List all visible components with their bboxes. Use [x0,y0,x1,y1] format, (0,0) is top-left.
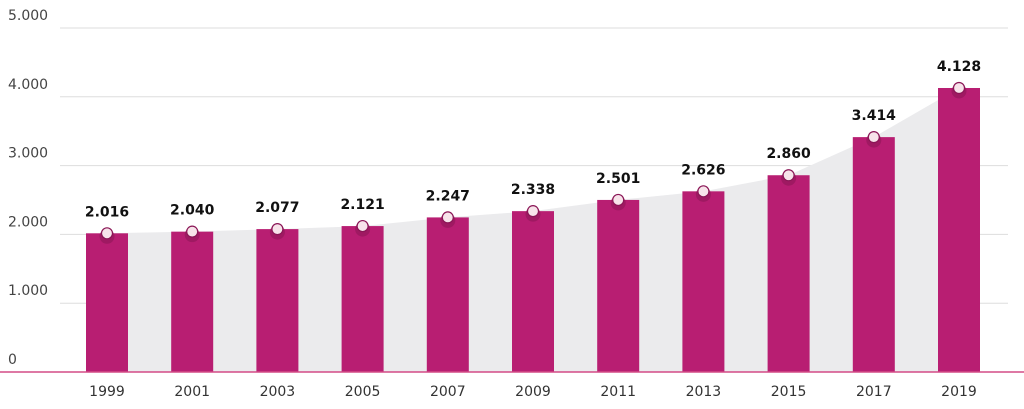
bar [256,229,299,372]
data-label: 2.077 [255,200,299,216]
value-marker [526,205,540,218]
value-marker [612,193,625,207]
bar [426,217,469,372]
data-labels: 2.016 2.040 2.077 2.121 2.247 2.338 2.501 2.626… [85,59,981,220]
value-marker [356,219,369,233]
value-marker [271,223,284,236]
value-markers [99,81,967,244]
bar [682,191,725,372]
value-marker [186,225,199,238]
value-marker [100,227,114,240]
bar [852,137,895,372]
bar [767,175,810,372]
value-marker [441,211,454,224]
x-tick-label: 2013 [686,384,722,400]
bar [512,211,554,372]
x-tick-label: 2015 [771,384,807,400]
x-tick-label: 2003 [260,384,296,400]
data-label: 4.128 [937,59,981,75]
x-tick-label: 2011 [600,384,636,400]
x-tick-label: 2005 [345,384,381,400]
data-label: 2.338 [511,182,555,198]
x-tick-label: 2009 [515,384,551,400]
y-tick-label: 3.000 [8,146,48,162]
bar [341,226,384,372]
data-label: 3.414 [852,108,897,124]
y-axis-ticks: 0 1.000 2.000 3.000 4.000 5.000 [8,8,48,368]
y-tick-label: 1.000 [8,283,48,299]
data-label: 2.247 [426,188,470,204]
bar [86,233,128,372]
value-marker [867,131,880,144]
data-label: 2.626 [681,162,725,178]
data-label: 2.121 [340,197,384,213]
y-tick-label: 4.000 [8,77,48,93]
data-label: 2.040 [170,203,215,219]
value-marker [952,81,966,95]
value-marker [697,185,710,198]
bar [938,87,980,373]
x-axis-ticks: 1999 2001 2003 2005 2007 2009 2011 2013 2015 2017… [89,384,977,400]
y-tick-label: 5.000 [8,8,48,24]
y-tick-label: 2.000 [8,214,48,230]
data-label: 2.501 [596,171,640,187]
data-label: 2.860 [766,146,811,162]
data-label: 2.016 [85,204,129,220]
x-tick-label: 2007 [430,384,466,400]
x-tick-label: 1999 [89,384,125,400]
x-tick-label: 2019 [941,384,977,400]
bar [597,199,640,372]
bars [86,87,980,373]
y-tick-label: 0 [8,352,17,368]
bar [171,231,214,372]
x-tick-label: 2017 [856,384,892,400]
value-marker [782,169,795,182]
x-tick-label: 2001 [174,384,210,400]
